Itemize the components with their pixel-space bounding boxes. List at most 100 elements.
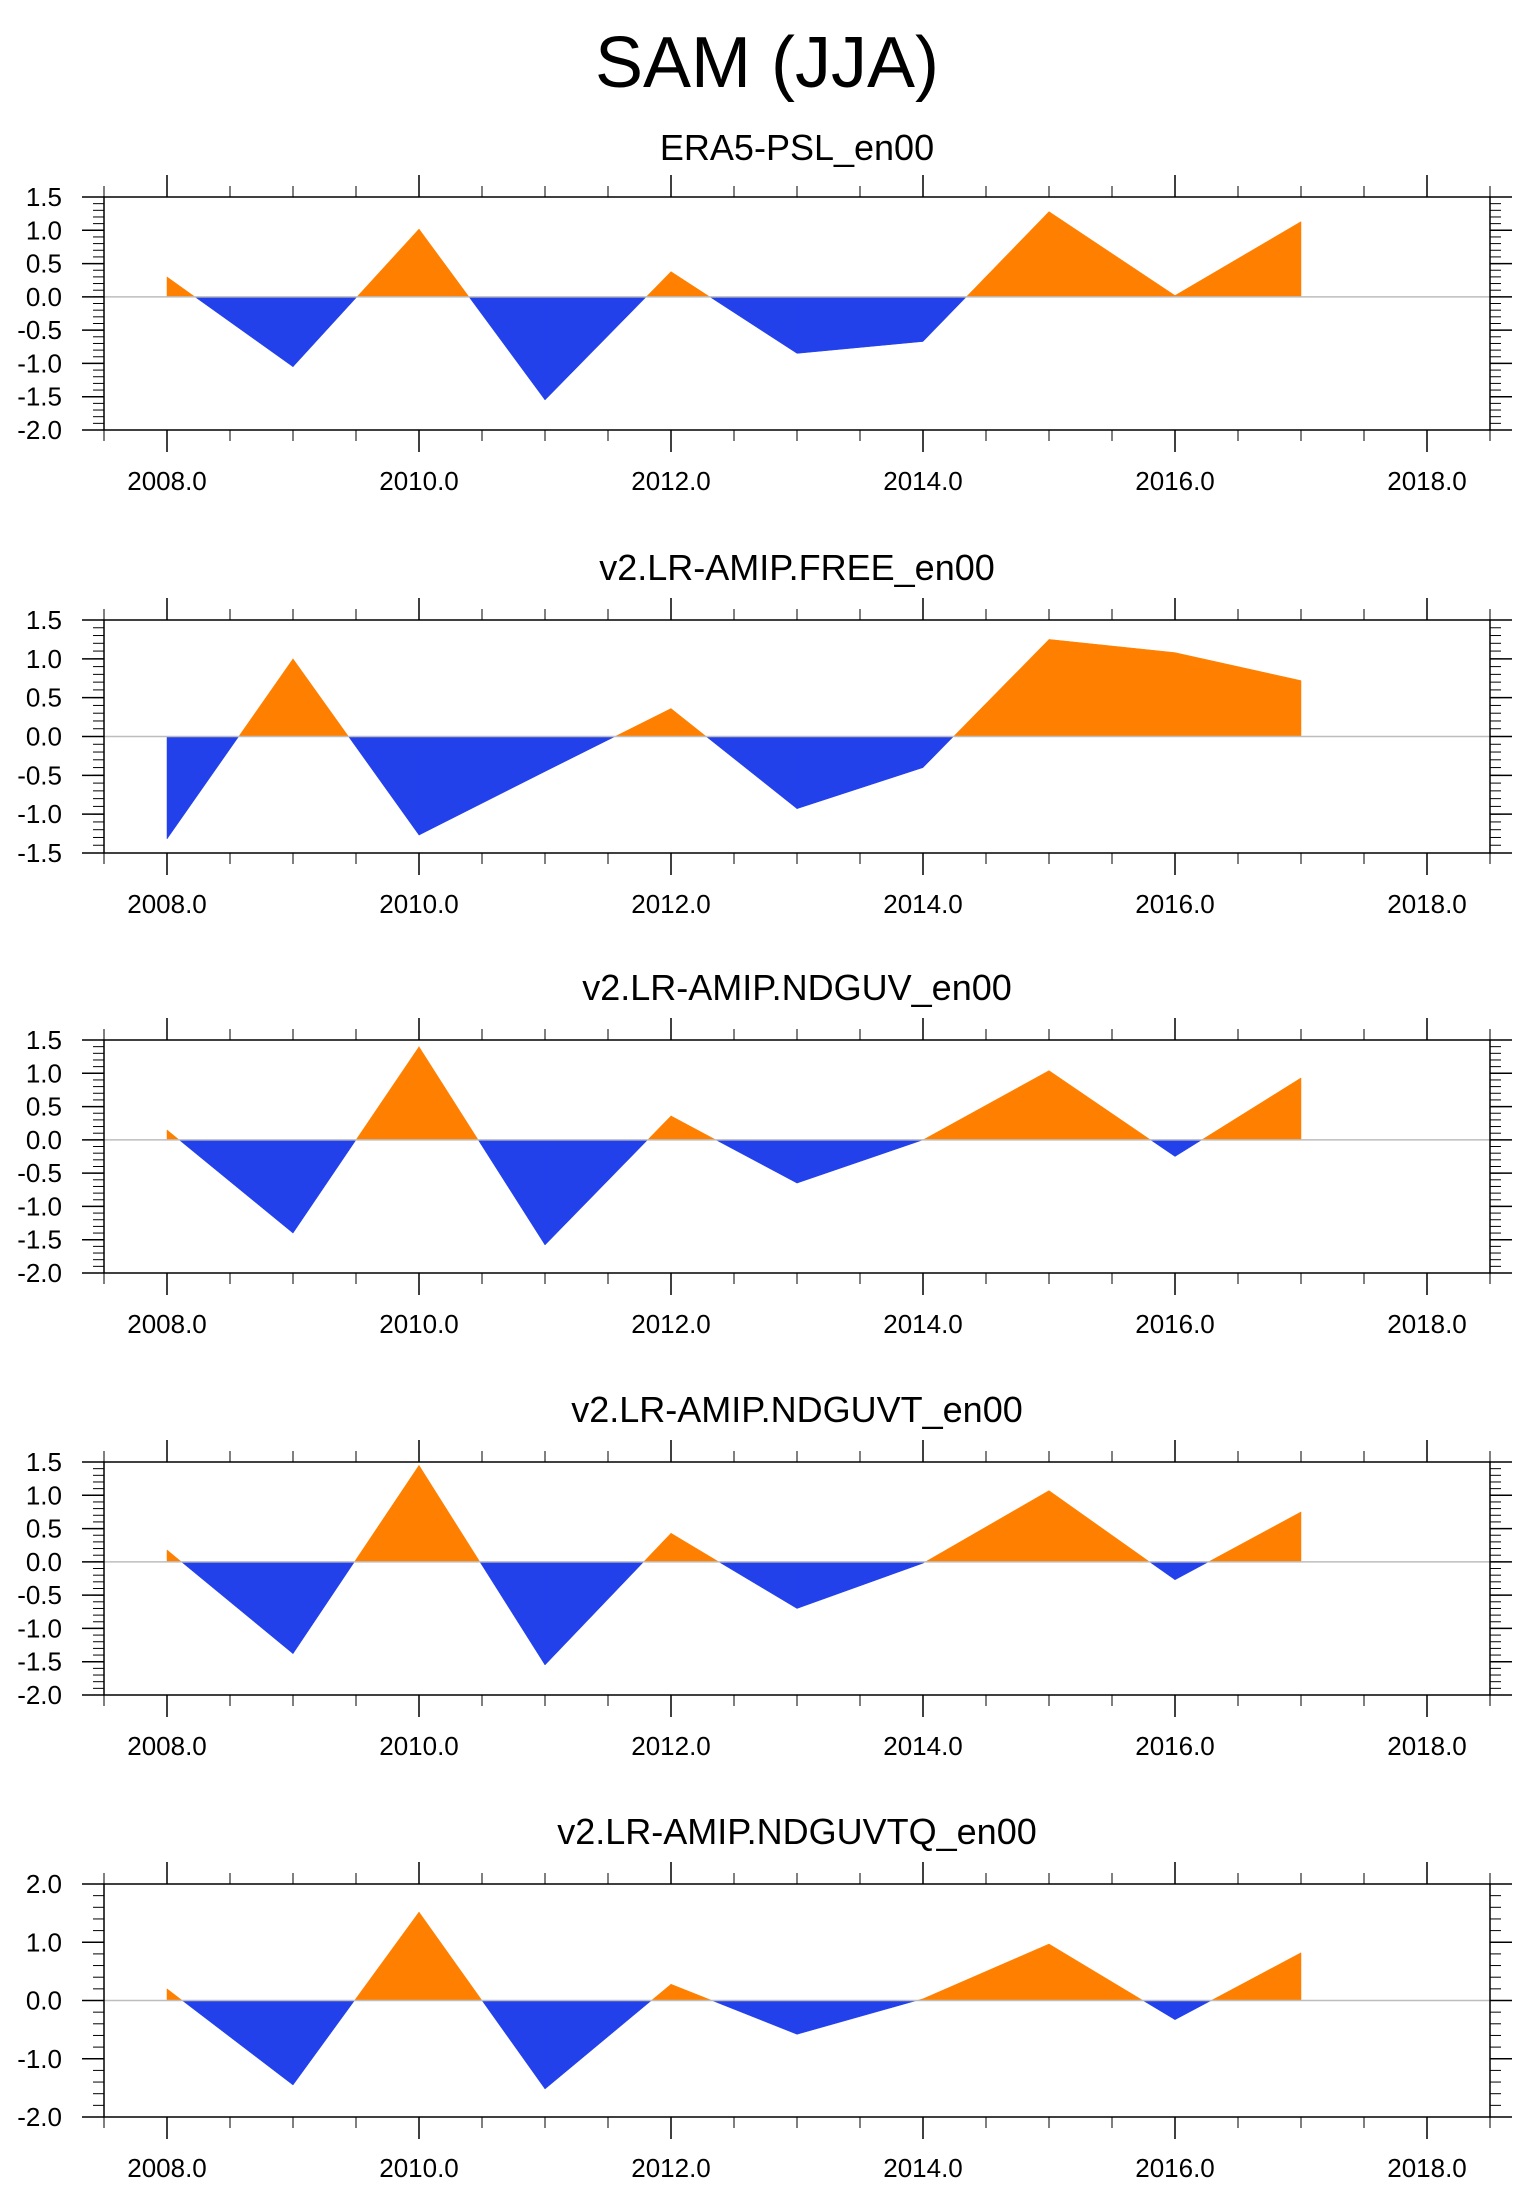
x-tick-label: 2014.0: [883, 1731, 963, 1761]
negative-area: [544, 296, 647, 401]
x-tick-label: 2010.0: [379, 2153, 459, 2183]
negative-area: [796, 296, 924, 354]
y-tick-label: 0.0: [26, 282, 62, 312]
positive-area: [418, 228, 470, 298]
y-tick-label: -0.5: [17, 1158, 62, 1188]
y-tick-label: -1.5: [17, 1225, 62, 1255]
y-tick-label: 0.5: [26, 1092, 62, 1122]
negative-area: [544, 2000, 653, 2090]
positive-area: [292, 658, 349, 737]
y-tick-label: -2.0: [17, 1680, 62, 1710]
y-tick-label: -1.0: [17, 2044, 62, 2074]
x-tick-label: 2016.0: [1135, 1309, 1215, 1339]
negative-area: [479, 1561, 546, 1666]
chart-panel-1: ERA5-PSL_en00 2008.0 2010.0 2012.0 2014.0 201…: [17, 127, 1512, 496]
negative-area: [796, 1561, 924, 1609]
y-tick-label: 1.0: [26, 1058, 62, 1088]
x-tick-label: 2014.0: [883, 1309, 963, 1339]
x-tick-label: 2010.0: [379, 1309, 459, 1339]
x-tick-label: 2016.0: [1135, 466, 1215, 496]
negative-area: [922, 296, 967, 343]
chart-title: v2.LR-AMIP.NDGUVTQ_en00: [557, 1811, 1037, 1852]
negative-area: [292, 1139, 357, 1234]
y-tick-label: 0.5: [26, 249, 62, 279]
y-tick-label: 2.0: [26, 1869, 62, 1899]
positive-area: [1048, 211, 1176, 298]
positive-area: [1048, 1490, 1151, 1563]
positive-area: [670, 1532, 720, 1563]
negative-area: [717, 1561, 798, 1609]
chart-title: v2.LR-AMIP.NDGUVT_en00: [571, 1389, 1023, 1430]
negative-area: [178, 1139, 294, 1234]
x-tick-label: 2008.0: [127, 466, 207, 496]
negative-area: [194, 296, 294, 368]
x-tick-label: 2012.0: [631, 2153, 711, 2183]
negative-area: [348, 736, 420, 836]
positive-area: [643, 1532, 672, 1563]
y-tick-label: -0.5: [17, 1580, 62, 1610]
negative-area: [922, 736, 955, 769]
y-tick-label: 0.0: [26, 1125, 62, 1155]
negative-area: [181, 2000, 294, 2086]
negative-area: [1174, 1561, 1209, 1581]
negative-area: [292, 296, 358, 368]
y-tick-label: 1.0: [26, 1480, 62, 1510]
page-title: SAM (JJA): [594, 23, 939, 103]
positive-area: [670, 1115, 717, 1141]
x-tick-label: 2018.0: [1387, 889, 1467, 919]
chart-panel-5: v2.LR-AMIP.NDGUVTQ_en00 2008.0 2010.0 2012.…: [17, 1811, 1512, 2183]
y-tick-label: 1.0: [26, 644, 62, 674]
x-tick-label: 2018.0: [1387, 1309, 1467, 1339]
positive-area: [965, 210, 1050, 298]
positive-area: [647, 1115, 672, 1141]
negative-area: [1149, 1139, 1176, 1157]
positive-area: [1211, 1952, 1302, 2001]
positive-area: [614, 708, 672, 737]
negative-area: [418, 736, 546, 836]
positive-area: [1208, 1511, 1302, 1563]
positive-area: [1200, 1077, 1302, 1141]
x-tick-label: 2016.0: [1135, 2153, 1215, 2183]
x-tick-label: 2014.0: [883, 2153, 963, 2183]
y-tick-label: -1.0: [17, 1191, 62, 1221]
y-tick-label: -1.5: [17, 838, 62, 868]
chart-title: v2.LR-AMIP.FREE_en00: [599, 547, 995, 588]
x-tick-label: 2012.0: [631, 889, 711, 919]
negative-area: [544, 736, 616, 772]
y-tick-label: 0.0: [26, 722, 62, 752]
y-tick-label: 0.0: [26, 1986, 62, 2016]
x-tick-label: 2012.0: [631, 466, 711, 496]
y-tick-label: -0.5: [17, 315, 62, 345]
negative-area: [1174, 2000, 1212, 2021]
positive-area: [670, 271, 711, 298]
positive-area: [1048, 1943, 1144, 2001]
negative-area: [1142, 2000, 1176, 2021]
positive-area: [650, 1983, 672, 2001]
negative-area: [1174, 1139, 1203, 1157]
positive-area: [670, 707, 707, 737]
negative-area: [544, 1139, 649, 1246]
x-tick-label: 2010.0: [379, 466, 459, 496]
negative-area: [796, 1139, 924, 1184]
y-tick-label: -1.0: [17, 348, 62, 378]
positive-area: [924, 1490, 1050, 1563]
y-tick-label: 0.5: [26, 683, 62, 713]
negative-area: [705, 736, 798, 810]
x-tick-label: 2008.0: [127, 889, 207, 919]
negative-area: [166, 736, 240, 840]
positive-area: [1174, 221, 1302, 298]
y-tick-label: 1.5: [26, 1447, 62, 1477]
x-tick-label: 2012.0: [631, 1731, 711, 1761]
x-tick-label: 2012.0: [631, 1309, 711, 1339]
positive-area: [166, 1988, 184, 2001]
x-tick-label: 2010.0: [379, 889, 459, 919]
positive-area: [355, 1045, 420, 1141]
y-tick-label: -1.5: [17, 382, 62, 412]
negative-area: [180, 1561, 294, 1655]
x-tick-label: 2008.0: [127, 1309, 207, 1339]
y-tick-label: -2.0: [17, 1258, 62, 1288]
y-tick-label: 1.5: [26, 1025, 62, 1055]
positive-area: [356, 228, 420, 298]
positive-area: [166, 276, 196, 298]
